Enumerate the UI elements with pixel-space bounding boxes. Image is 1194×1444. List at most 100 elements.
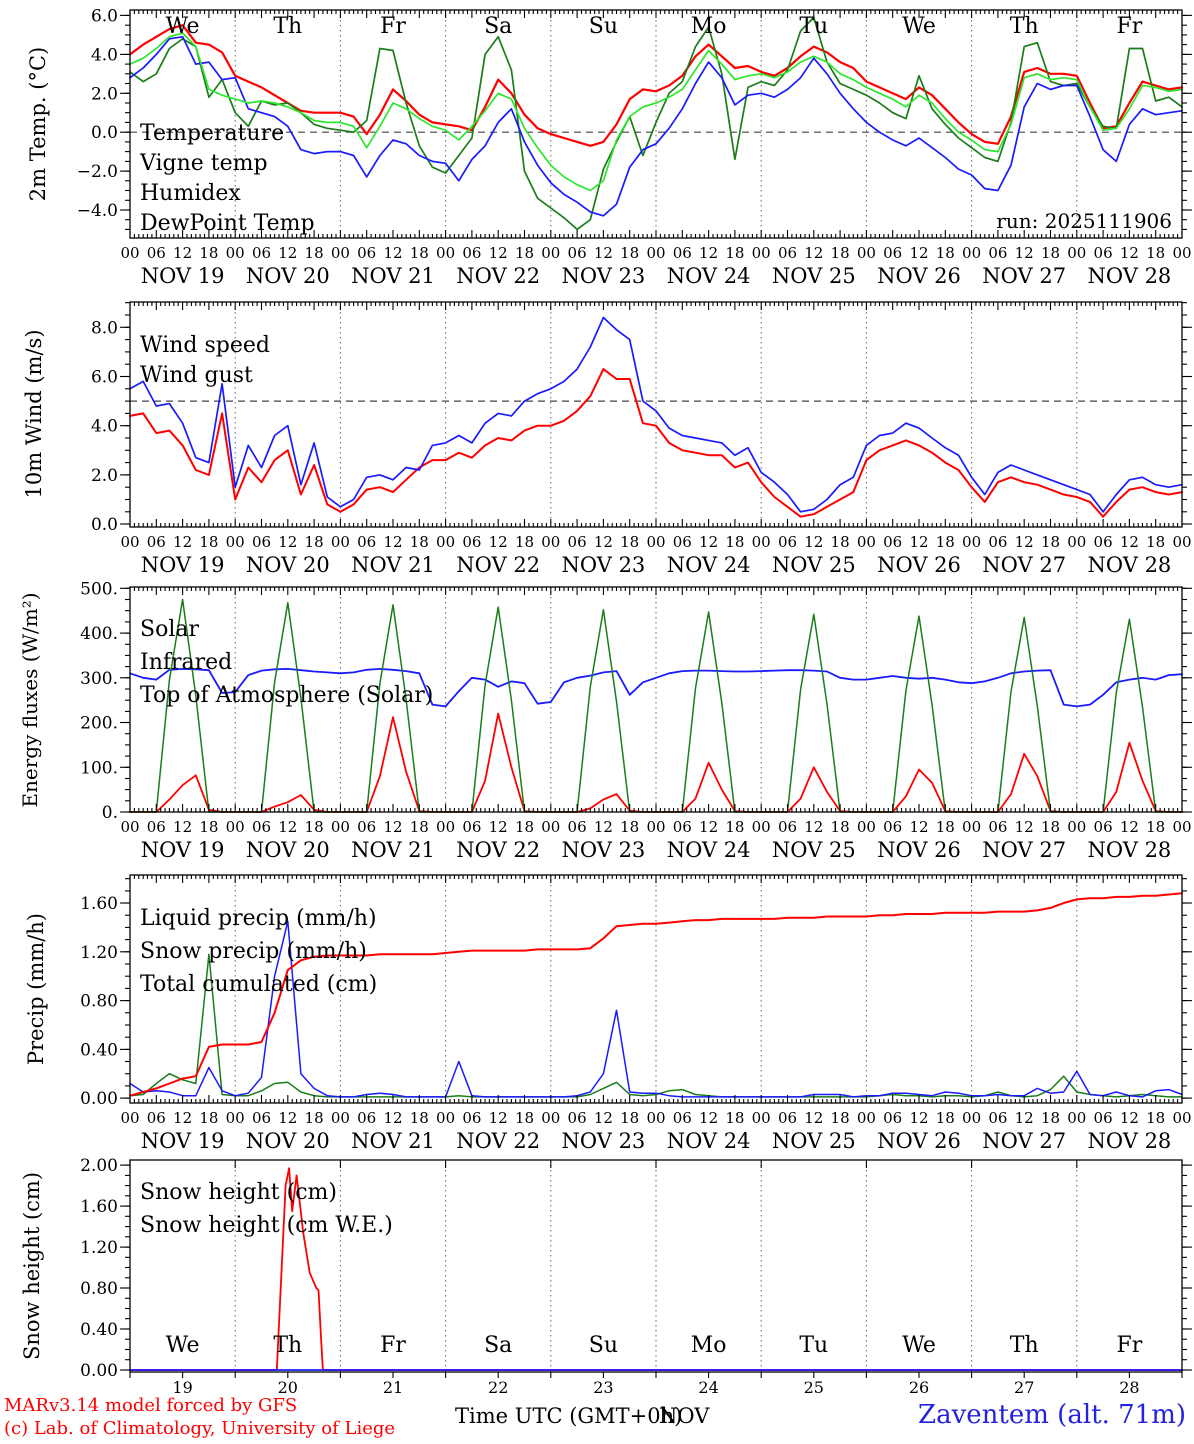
svg-text:18: 18	[199, 1109, 218, 1127]
svg-text:06: 06	[883, 818, 902, 836]
svg-text:12: 12	[173, 1109, 192, 1127]
svg-text:NOV 23: NOV 23	[562, 1129, 646, 1153]
svg-text:NOV 27: NOV 27	[982, 553, 1066, 577]
svg-text:18: 18	[305, 244, 324, 262]
svg-text:500.: 500.	[80, 579, 118, 599]
svg-text:NOV 20: NOV 20	[246, 553, 330, 577]
svg-text:Sa: Sa	[484, 14, 512, 39]
svg-text:8.0: 8.0	[91, 318, 118, 338]
svg-text:12: 12	[909, 244, 928, 262]
svg-text:12: 12	[489, 818, 508, 836]
svg-text:NOV 20: NOV 20	[246, 838, 330, 862]
svg-text:NOV 21: NOV 21	[351, 838, 435, 862]
svg-text:00: 00	[646, 1109, 665, 1127]
svg-text:4.0: 4.0	[91, 45, 118, 65]
svg-text:00: 00	[857, 818, 876, 836]
y-axis-title-precip: Precip (mm/h)	[24, 912, 48, 1066]
svg-text:18: 18	[410, 533, 429, 551]
svg-text:100.: 100.	[80, 758, 118, 778]
model-credit-line2: (c) Lab. of Climatology, University of L…	[4, 1418, 396, 1439]
svg-text:Su: Su	[589, 14, 618, 39]
svg-text:Tu: Tu	[799, 14, 828, 39]
svg-text:0.: 0.	[102, 803, 118, 823]
svg-text:27: 27	[1014, 1378, 1034, 1397]
svg-text:18: 18	[831, 244, 850, 262]
svg-text:Sa: Sa	[484, 1333, 512, 1358]
svg-text:18: 18	[305, 818, 324, 836]
svg-text:NOV 24: NOV 24	[667, 553, 751, 577]
svg-text:Fr: Fr	[1117, 14, 1143, 39]
svg-text:18: 18	[831, 1109, 850, 1127]
svg-text:18: 18	[515, 533, 534, 551]
svg-text:2.00: 2.00	[80, 1156, 118, 1176]
svg-text:12: 12	[489, 244, 508, 262]
svg-text:−2.0: −2.0	[77, 162, 118, 182]
svg-text:Th: Th	[1010, 14, 1039, 39]
svg-text:0.00: 0.00	[80, 1089, 118, 1109]
svg-text:00: 00	[120, 1109, 139, 1127]
svg-text:06: 06	[1094, 818, 1113, 836]
svg-text:12: 12	[594, 818, 613, 836]
model-credit-line1: MARv3.14 model forced by GFS	[4, 1395, 298, 1416]
svg-text:18: 18	[620, 1109, 639, 1127]
svg-text:0.80: 0.80	[80, 992, 118, 1012]
svg-text:Humidex: Humidex	[140, 181, 241, 206]
svg-text:18: 18	[515, 1109, 534, 1127]
svg-text:6.0: 6.0	[91, 368, 118, 388]
svg-text:12: 12	[594, 533, 613, 551]
svg-text:06: 06	[883, 533, 902, 551]
svg-text:00: 00	[436, 818, 455, 836]
svg-text:06: 06	[252, 533, 271, 551]
svg-text:12: 12	[1015, 818, 1034, 836]
svg-text:06: 06	[568, 1109, 587, 1127]
svg-text:18: 18	[725, 1109, 744, 1127]
svg-text:00: 00	[226, 1109, 245, 1127]
svg-text:18: 18	[305, 533, 324, 551]
svg-text:12: 12	[804, 533, 823, 551]
svg-text:NOV 25: NOV 25	[772, 264, 856, 288]
svg-text:06: 06	[988, 1109, 1007, 1127]
svg-text:NOV 27: NOV 27	[982, 1129, 1066, 1153]
y-axis-title-wind: 10m Wind (m/s)	[22, 329, 46, 499]
svg-text:−4.0: −4.0	[77, 201, 118, 221]
svg-text:18: 18	[725, 244, 744, 262]
svg-text:Snow height (cm W.E.): Snow height (cm W.E.)	[140, 1213, 393, 1238]
svg-text:25: 25	[804, 1378, 824, 1397]
svg-text:00: 00	[962, 1109, 981, 1127]
svg-text:21: 21	[383, 1378, 403, 1397]
svg-text:NOV 24: NOV 24	[667, 838, 751, 862]
svg-text:06: 06	[147, 818, 166, 836]
x-axis-title: Time UTC (GMT+0h)	[455, 1404, 683, 1428]
svg-text:Solar: Solar	[140, 617, 199, 642]
y-axis-title-energy: Energy fluxes (W/m²)	[18, 592, 42, 808]
svg-text:06: 06	[778, 244, 797, 262]
svg-text:06: 06	[673, 244, 692, 262]
svg-text:06: 06	[883, 1109, 902, 1127]
svg-text:00: 00	[1067, 533, 1086, 551]
svg-text:12: 12	[1120, 533, 1139, 551]
svg-text:NOV 24: NOV 24	[667, 1129, 751, 1153]
svg-text:18: 18	[1146, 1109, 1165, 1127]
svg-text:06: 06	[568, 533, 587, 551]
svg-text:400.: 400.	[80, 624, 118, 644]
svg-text:Fr: Fr	[1117, 1333, 1143, 1358]
svg-text:NOV 28: NOV 28	[1088, 838, 1172, 862]
svg-text:12: 12	[594, 1109, 613, 1127]
svg-text:Th: Th	[1010, 1333, 1039, 1358]
svg-text:Wind speed: Wind speed	[140, 333, 270, 358]
svg-text:Mo: Mo	[691, 14, 727, 39]
svg-text:0.80: 0.80	[80, 1279, 118, 1299]
svg-text:06: 06	[357, 818, 376, 836]
svg-text:0.0: 0.0	[91, 515, 118, 535]
svg-text:00: 00	[646, 244, 665, 262]
svg-text:06: 06	[568, 244, 587, 262]
svg-text:00: 00	[962, 818, 981, 836]
svg-text:1.20: 1.20	[80, 1238, 118, 1258]
svg-text:NOV 23: NOV 23	[562, 838, 646, 862]
svg-text:00: 00	[1067, 818, 1086, 836]
svg-text:18: 18	[1041, 818, 1060, 836]
svg-text:NOV 19: NOV 19	[141, 553, 225, 577]
svg-text:12: 12	[909, 1109, 928, 1127]
svg-text:NOV 25: NOV 25	[772, 553, 856, 577]
svg-text:Wind gust: Wind gust	[140, 363, 253, 388]
